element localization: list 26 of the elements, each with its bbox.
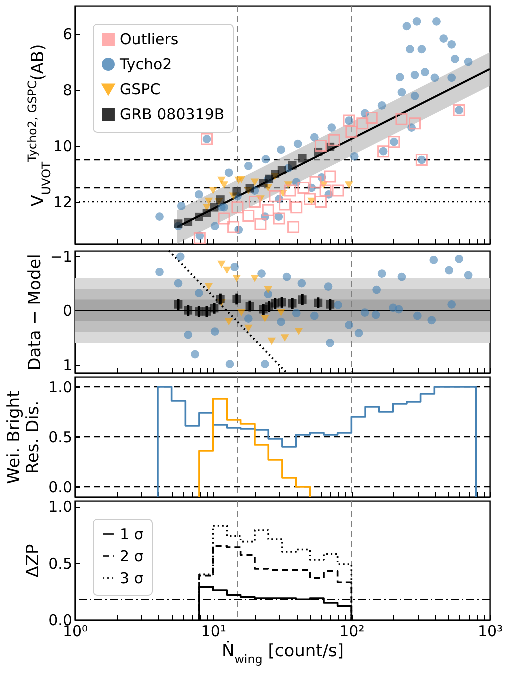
legend-label: 1 σ bbox=[120, 526, 144, 544]
y-tick-label: −1 bbox=[50, 248, 72, 266]
y-axis-title: Data − Model bbox=[25, 254, 46, 371]
x-tick-label: 10¹ bbox=[201, 622, 226, 640]
y-tick-label: 10 bbox=[53, 138, 72, 156]
legend-label: Outliers bbox=[120, 30, 179, 48]
y-tick-label: 1.0 bbox=[48, 378, 72, 396]
legend-label: Tycho2 bbox=[119, 56, 172, 74]
y-tick-label: 12 bbox=[53, 194, 72, 212]
y-tick-label: 0.0 bbox=[48, 478, 72, 496]
legend-label: GRB 080319B bbox=[120, 106, 225, 124]
y-tick-label: 6 bbox=[62, 26, 72, 44]
legend-label: 2 σ bbox=[120, 548, 144, 566]
x-tick-label: 10³ bbox=[478, 622, 504, 640]
x-tick-label: 10² bbox=[340, 622, 365, 640]
x-axis-title: Ṅ$_{wing}$ [count/s] bbox=[222, 640, 344, 666]
y-axis-title: ΔZP bbox=[24, 544, 44, 578]
y-tick-label: 1 bbox=[62, 356, 72, 374]
y-tick-label: 0.5 bbox=[48, 554, 72, 573]
y-tick-label: 8 bbox=[62, 82, 72, 100]
legend-label: GSPC bbox=[120, 80, 161, 98]
y-tick-label: 0 bbox=[62, 302, 72, 320]
y-axis-title: Wei. Bright Res. Dis. bbox=[4, 390, 44, 484]
y-tick-label: 1.0 bbox=[48, 498, 72, 516]
legend-label: 3 σ bbox=[120, 570, 144, 588]
y-tick-label: 0.5 bbox=[48, 428, 72, 446]
